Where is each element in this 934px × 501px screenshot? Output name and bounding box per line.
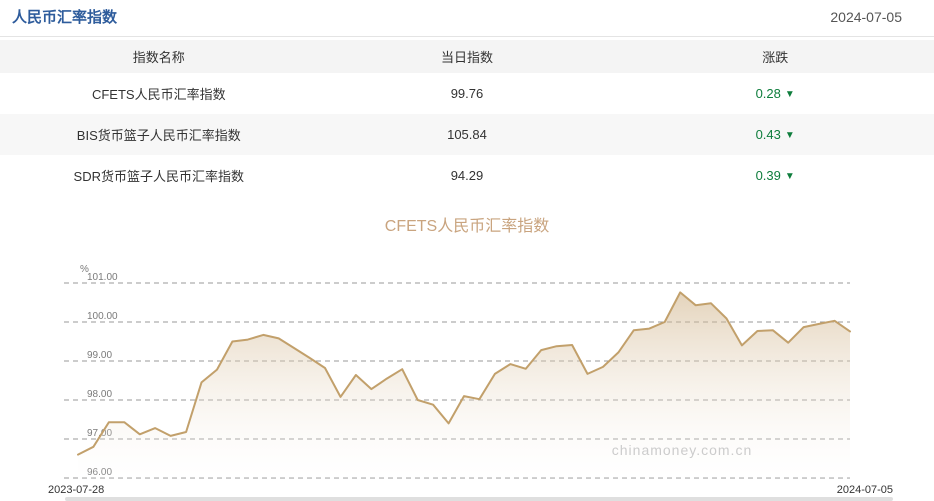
index-value: 99.76 — [450, 86, 484, 101]
page-title: 人民币汇率指数 — [12, 9, 118, 26]
y-axis-tick-label: 100.00 — [87, 311, 118, 322]
y-axis-tick-label: 99.00 — [87, 350, 112, 361]
index-value: 94.29 — [450, 168, 484, 183]
index-change: 0.43 ▼ — [616, 127, 934, 142]
index-value: 105.84 — [447, 127, 487, 142]
cfets-index-chart[interactable]: %101.00100.0099.0098.0097.0096.00chinamo… — [0, 250, 934, 501]
x-axis-end-label: 2024-07-05 — [836, 484, 893, 496]
change-value: 0.28 — [755, 86, 781, 101]
chart-line — [77, 291, 851, 456]
table-row-cfets[interactable]: CFETS人民币汇率指数 99.76 0.28 ▼ — [0, 73, 934, 114]
bottom-scrollbar — [65, 497, 893, 501]
x-axis-start-label: 2023-07-28 — [48, 484, 105, 496]
y-axis-unit-label: % — [80, 264, 89, 275]
down-triangle-icon: ▼ — [784, 130, 795, 141]
y-axis-tick-label: 98.00 — [87, 389, 112, 400]
chart-title: CFETS人民币汇率指数 — [384, 218, 550, 235]
down-triangle-icon: ▼ — [784, 171, 795, 182]
down-triangle-icon: ▼ — [784, 89, 795, 100]
table-header-row: 指数名称 当日指数 涨跌 — [0, 40, 934, 73]
y-axis-tick-label: 97.00 — [87, 428, 112, 439]
y-axis-tick-label: 101.00 — [87, 272, 118, 283]
watermark: chinamoney.com.cn — [612, 442, 752, 458]
change-value: 0.43 — [755, 127, 781, 142]
report-date: 2024-07-05 — [830, 9, 902, 25]
area-chart-canvas[interactable]: %101.00100.0099.0098.0097.0096.00chinamo… — [0, 250, 934, 501]
index-name: SDR货币篮子人民币汇率指数 — [73, 169, 244, 184]
change-value: 0.39 — [755, 168, 781, 183]
chart-area — [78, 292, 850, 478]
index-table: 指数名称 当日指数 涨跌 CFETS人民币汇率指数 99.76 0.28 ▼ BI… — [0, 40, 934, 196]
panel-header: 人民币汇率指数 2024-07-05 — [0, 0, 934, 37]
index-name: BIS货币篮子人民币汇率指数 — [76, 128, 241, 143]
index-change: 0.39 ▼ — [616, 168, 934, 183]
index-change: 0.28 ▼ — [616, 86, 934, 101]
table-row-bis[interactable]: BIS货币篮子人民币汇率指数 105.84 0.43 ▼ — [0, 114, 934, 155]
index-name: CFETS人民币汇率指数 — [91, 87, 226, 102]
column-header-daily-index: 当日指数 — [440, 50, 493, 65]
column-header-change: 涨跌 — [762, 50, 789, 65]
column-header-index-name: 指数名称 — [132, 50, 185, 65]
table-row-sdr[interactable]: SDR货币篮子人民币汇率指数 94.29 0.39 ▼ — [0, 155, 934, 196]
